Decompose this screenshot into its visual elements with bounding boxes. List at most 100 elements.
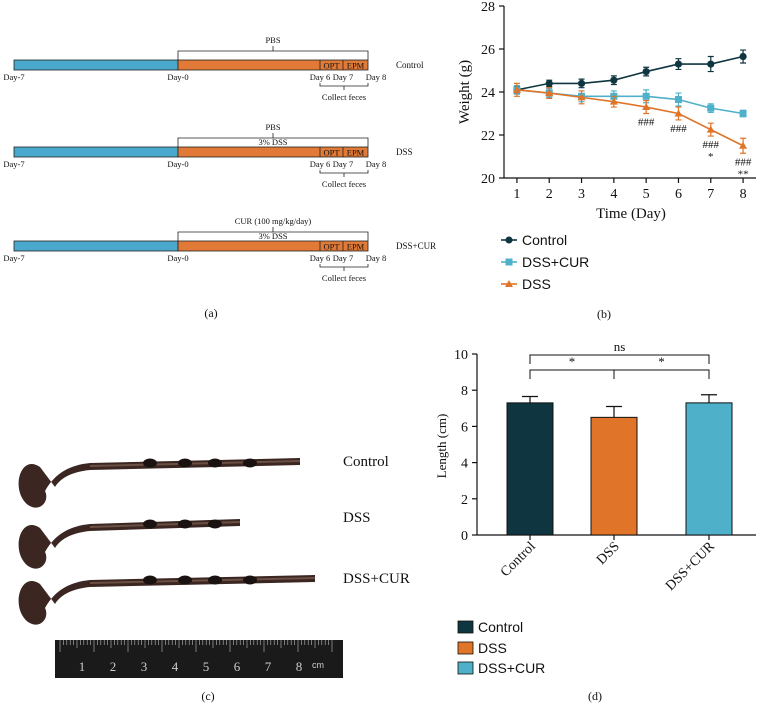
x-tick-label: 4 bbox=[610, 187, 617, 202]
specimen-label: Control bbox=[343, 454, 389, 470]
data-point bbox=[642, 67, 650, 76]
fecal-pellet bbox=[208, 458, 222, 468]
y-tick-label: 4 bbox=[461, 457, 468, 472]
data-point bbox=[609, 97, 618, 105]
data-point bbox=[707, 60, 715, 68]
ruler-number: 4 bbox=[172, 659, 179, 674]
day-label: Day 8 bbox=[366, 253, 387, 263]
day-label: Day-0 bbox=[167, 159, 188, 169]
collect-label: Collect feces bbox=[322, 92, 366, 102]
day-label: Day 8 bbox=[366, 72, 387, 82]
ruler-number: 5 bbox=[203, 659, 210, 674]
significance-mark: ### bbox=[670, 123, 687, 135]
significance-label: ns bbox=[614, 339, 626, 354]
x-tick-label: 7 bbox=[707, 187, 714, 202]
x-tick-label: 1 bbox=[513, 187, 520, 202]
colon-shape bbox=[18, 519, 241, 569]
fecal-pellet bbox=[143, 575, 157, 585]
data-point bbox=[674, 109, 683, 117]
treatment-bracket bbox=[177, 46, 369, 60]
data-point bbox=[577, 79, 586, 87]
opt-label: OPT bbox=[323, 61, 340, 71]
legend-marker bbox=[505, 258, 513, 266]
legend-label: DSS bbox=[478, 640, 507, 656]
ruler-number: 8 bbox=[296, 659, 303, 674]
y-tick-label: 0 bbox=[461, 529, 468, 544]
series-line bbox=[516, 89, 744, 147]
timeline-row: OPT EPM PBS 3% DSS DSS Day-7 Day-0 Day 6 Day 7 Da… bbox=[3, 122, 412, 189]
day-label: Day 6 bbox=[310, 159, 331, 169]
treatment-bar bbox=[177, 146, 369, 158]
baseline-bar bbox=[13, 59, 179, 71]
ruler-number: 1 bbox=[79, 659, 86, 674]
legend-swatch bbox=[457, 661, 474, 675]
data-point bbox=[545, 79, 553, 87]
y-axis-title: Weight (g) bbox=[457, 60, 473, 124]
x-tick-label: DSS bbox=[594, 539, 623, 568]
y-axis-title: Length (cm) bbox=[434, 414, 449, 479]
epm-label: EPM bbox=[347, 148, 365, 158]
treatment-label: PBS bbox=[265, 122, 280, 132]
data-point bbox=[642, 103, 651, 111]
epm-label: EPM bbox=[347, 61, 365, 71]
treatment-bar bbox=[177, 59, 369, 71]
y-tick-label: 28 bbox=[481, 0, 495, 15]
ruler-unit: cm bbox=[312, 660, 324, 670]
y-tick-label: 10 bbox=[454, 348, 468, 363]
series-line bbox=[516, 55, 744, 91]
baseline-bar bbox=[13, 240, 179, 252]
significance-bracket bbox=[529, 369, 615, 379]
specimen-label: DSS+CUR bbox=[343, 571, 410, 587]
y-tick-label: 22 bbox=[481, 129, 495, 144]
day-label: Day 6 bbox=[310, 253, 331, 263]
legend-swatch bbox=[457, 620, 474, 634]
colon-specimen bbox=[18, 458, 301, 508]
treatment-bracket bbox=[177, 133, 369, 147]
opt-label: OPT bbox=[323, 148, 340, 158]
bar bbox=[506, 402, 554, 536]
series-dss-cur bbox=[513, 84, 747, 118]
baseline-bar bbox=[13, 146, 179, 158]
ruler-number: 3 bbox=[141, 659, 148, 674]
data-point bbox=[707, 104, 715, 112]
day-label: Day 7 bbox=[333, 72, 354, 82]
y-tick-label: 2 bbox=[461, 493, 468, 508]
data-point bbox=[610, 76, 618, 84]
error-bar bbox=[522, 395, 538, 403]
opt-label: OPT bbox=[323, 242, 340, 252]
group-label: DSS+CUR bbox=[396, 241, 436, 251]
treatment-bracket bbox=[177, 227, 369, 241]
timeline-row: OPT EPM PBS Control Day-7 Day-0 Day 6 Day 7 Day … bbox=[3, 35, 424, 102]
fecal-pellet bbox=[208, 519, 222, 529]
fecal-pellet bbox=[143, 458, 157, 468]
data-point bbox=[512, 85, 521, 93]
legend-label: DSS+CUR bbox=[478, 660, 545, 676]
bar bbox=[685, 402, 733, 536]
significance-mark: ** bbox=[738, 168, 749, 180]
collect-bracket bbox=[319, 170, 369, 177]
data-point bbox=[739, 141, 748, 149]
x-tick-label: 5 bbox=[643, 187, 650, 202]
day-label: Day 7 bbox=[333, 159, 354, 169]
error-bar bbox=[606, 405, 622, 418]
significance-mark: ### bbox=[735, 156, 752, 168]
significance-mark: ### bbox=[638, 117, 655, 129]
ruler-number: 2 bbox=[110, 659, 117, 674]
day-label: Day-0 bbox=[167, 253, 188, 263]
colon-shape bbox=[18, 458, 300, 508]
day-label: Day-7 bbox=[3, 253, 24, 263]
caption-b: (b) bbox=[597, 307, 611, 321]
significance-bracket bbox=[613, 369, 710, 379]
caption-c: (c) bbox=[201, 689, 214, 703]
y-tick-label: 26 bbox=[481, 43, 495, 58]
colon-specimen bbox=[18, 519, 241, 569]
panel-d-length-chart: 0 2 4 6 8 10 Length (cm) Control DSS DSS+CUR * * ns C… bbox=[434, 339, 756, 703]
x-tick-label: DSS+CUR bbox=[663, 539, 718, 594]
data-point bbox=[674, 96, 682, 104]
data-point bbox=[739, 52, 747, 61]
ruler-number: 7 bbox=[265, 659, 272, 674]
legend-marker bbox=[505, 236, 513, 244]
significance-mark: ### bbox=[703, 139, 720, 151]
